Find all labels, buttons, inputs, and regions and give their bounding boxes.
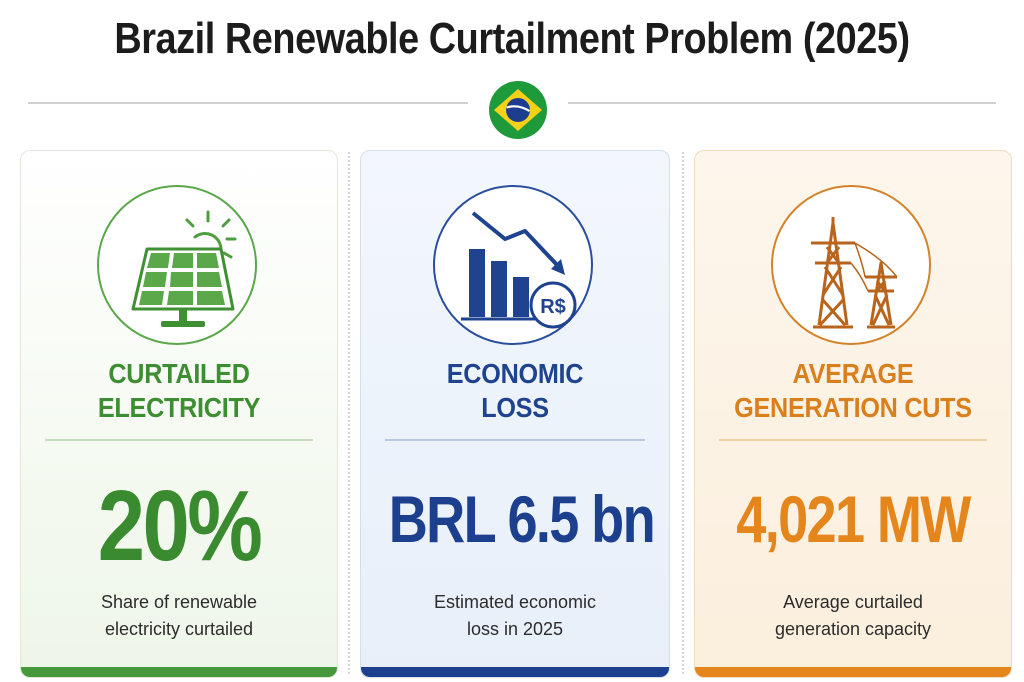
- card-accent-bar: [695, 667, 1011, 677]
- page-title: Brazil Renewable Curtailment Problem (20…: [114, 14, 910, 63]
- card-heading: CURTAILED ELECTRICITY: [97, 358, 261, 423]
- economic-loss-value: BRL 6.5 bn: [388, 482, 656, 556]
- declining-bar-chart-icon: R$: [461, 211, 577, 329]
- solar-panel-icon: [131, 210, 237, 327]
- economic-loss-card: R$ ECONOMIC LOSS BRL 6.5 bn Estimated ec…: [360, 150, 670, 678]
- title-divider-left: [28, 102, 468, 104]
- card-heading: ECONOMIC LOSS: [446, 358, 584, 423]
- real-currency-label: R$: [540, 296, 566, 318]
- brazil-flag-icon: [489, 81, 547, 139]
- card-description: Estimated economic loss in 2025: [433, 592, 597, 639]
- card-accent-bar: [361, 667, 669, 677]
- card-description: Average curtailed generation capacity: [774, 592, 932, 639]
- card-description: Share of renewable electricity curtailed: [100, 592, 258, 639]
- card-separator: [682, 152, 684, 674]
- transmission-tower-icon: [811, 217, 898, 329]
- card-heading: AVERAGE GENERATION CUTS: [734, 358, 972, 423]
- card-divider: [719, 439, 987, 441]
- curtailed-share-value: 20%: [97, 470, 263, 582]
- title-divider-right: [568, 102, 996, 104]
- curtailed-electricity-card: CURTAILED ELECTRICITY 20% Share of renew…: [20, 150, 338, 678]
- generation-cuts-value: 4,021 MW: [736, 482, 971, 556]
- generation-cuts-card: AVERAGE GENERATION CUTS 4,021 MW Average…: [694, 150, 1012, 678]
- card-separator: [348, 152, 350, 674]
- card-divider: [385, 439, 645, 441]
- card-accent-bar: [21, 667, 337, 677]
- card-divider: [45, 439, 313, 441]
